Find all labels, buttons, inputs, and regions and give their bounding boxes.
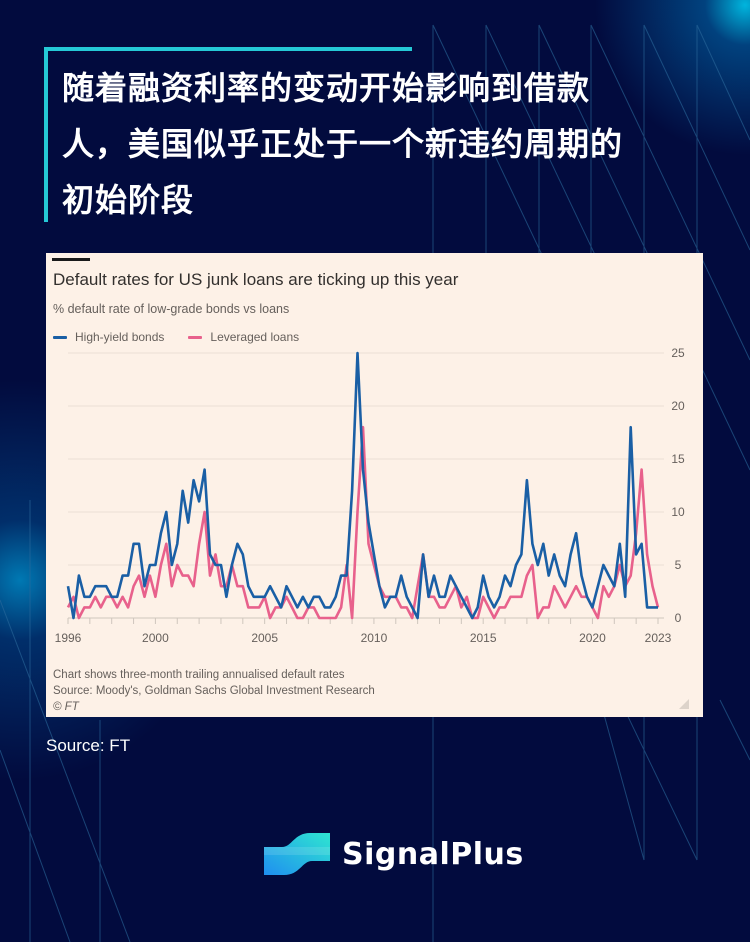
y-tick-label: 20 [671, 399, 685, 413]
brand-name: SignalPlus [342, 836, 524, 872]
y-tick-label: 5 [675, 558, 682, 572]
legend-item-leveraged-loans: Leveraged loans [188, 330, 299, 344]
legend-item-high-yield-bonds: High-yield bonds [53, 330, 164, 344]
x-tick-label: 2023 [645, 631, 672, 645]
series-line-high-yield-bonds [66, 351, 658, 620]
x-tick-label: 2000 [142, 631, 169, 645]
chart-note: Chart shows three-month trailing annuali… [53, 669, 345, 681]
chart-card: Default rates for US junk loans are tick… [46, 253, 703, 717]
y-tick-label: 15 [671, 452, 685, 466]
chart-subtitle: % default rate of low-grade bonds vs loa… [53, 302, 290, 316]
accent-bar-left [44, 47, 48, 222]
brand-logo: SignalPlus [264, 829, 524, 879]
chart-notes: Chart shows three-month trailing annuali… [53, 667, 375, 715]
series-line-leveraged-loans [66, 425, 660, 620]
legend-swatch-blue [53, 335, 67, 339]
headline-line-2: 人，美国似乎正处于一个新违约周期的 [62, 125, 624, 163]
x-tick-label: 2005 [251, 631, 278, 645]
x-tick-label: 2015 [470, 631, 497, 645]
chart-title: Default rates for US junk loans are tick… [53, 270, 459, 289]
accent-bar-top [44, 47, 412, 51]
chart-legend: High-yield bonds Leveraged loans [53, 330, 299, 344]
chart-copyright: © FT [53, 701, 79, 713]
footer-source: Source: FT [46, 736, 131, 755]
x-tick-label: 2020 [579, 631, 606, 645]
headline-line-3: 初始阶段 [62, 181, 195, 219]
y-tick-label: 10 [671, 505, 685, 519]
signalplus-logo-icon [264, 833, 330, 875]
x-tick-label: 1996 [55, 631, 82, 645]
ft-title-bar [52, 258, 90, 261]
legend-swatch-pink [188, 335, 203, 339]
legend-label: High-yield bonds [75, 330, 165, 344]
headline-line-1: 随着融资利率的变动开始影响到借款 [62, 69, 591, 107]
x-tick-label: 2010 [361, 631, 388, 645]
line-chart: 0 5 10 15 20 25 1996 2000 2005 2010 2015 2020 2023 [55, 346, 685, 645]
legend-label: Leveraged loans [210, 330, 300, 344]
y-tick-label: 25 [671, 346, 685, 360]
headline: 随着融资利率的变动开始影响到借款 人，美国似乎正处于一个新违约周期的 初始阶段 [62, 60, 712, 228]
chart-source: Source: Moody's, Goldman Sachs Global In… [53, 685, 375, 697]
resize-handle-icon [679, 699, 689, 709]
headline-frame [44, 47, 414, 222]
y-tick-label: 0 [675, 611, 682, 625]
